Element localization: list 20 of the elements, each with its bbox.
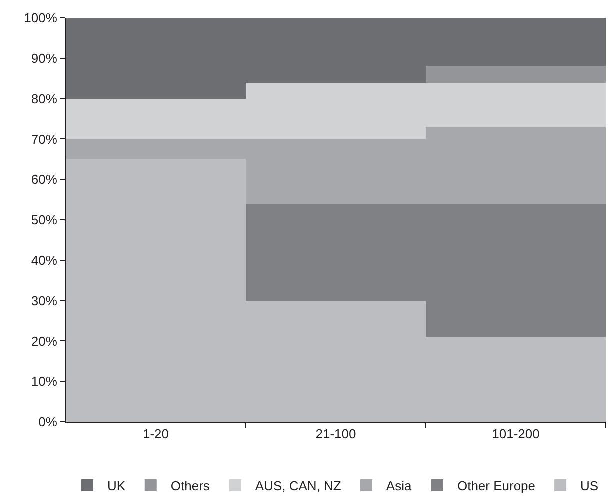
x-tick-label: 21-100 bbox=[316, 426, 356, 442]
y-tick-label: 30% bbox=[31, 293, 58, 308]
y-tick-label: 40% bbox=[31, 252, 58, 268]
y-tick-label: 100% bbox=[24, 10, 58, 26]
y-tick-label: 60% bbox=[31, 172, 58, 188]
x-tick-label: 1-20 bbox=[142, 426, 170, 442]
y-tick-label: 0% bbox=[38, 414, 58, 430]
legend-label: Asia bbox=[386, 478, 412, 494]
y-tick-label: 10% bbox=[31, 374, 58, 390]
legend-label: UK bbox=[108, 478, 126, 494]
legend-label: Other Europe bbox=[457, 478, 536, 494]
legend-label: US bbox=[580, 478, 599, 494]
y-tick-label: 70% bbox=[31, 132, 58, 147]
y-tick-label: 90% bbox=[31, 50, 58, 66]
y-tick-label: 20% bbox=[31, 334, 58, 349]
y-tick-label: 80% bbox=[31, 91, 58, 106]
x-tick-label: 101-200 bbox=[492, 426, 540, 442]
legend-label: AUS, CAN, NZ bbox=[255, 478, 342, 494]
y-tick-label: 50% bbox=[31, 212, 58, 228]
legend-label: Others bbox=[170, 478, 210, 494]
